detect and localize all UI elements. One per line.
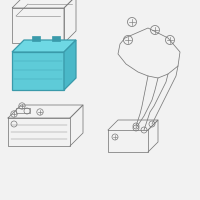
Polygon shape [12,52,64,90]
Polygon shape [64,40,76,90]
Polygon shape [52,36,60,41]
Polygon shape [32,36,40,41]
Polygon shape [12,40,76,52]
